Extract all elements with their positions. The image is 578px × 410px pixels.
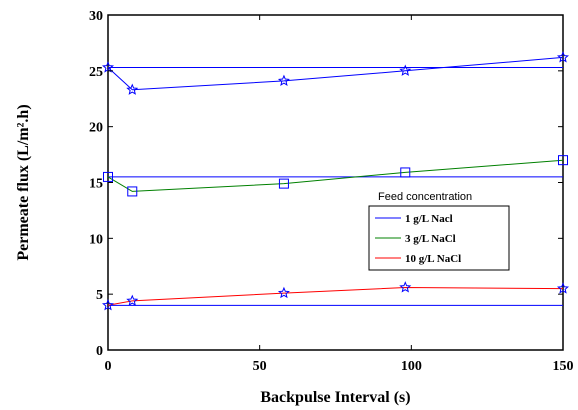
x-axis-title: Backpulse Interval (s) [260, 389, 410, 406]
data-point-marker [399, 281, 412, 293]
series-2 [103, 155, 568, 197]
plot-area [107, 14, 564, 351]
data-point-marker [127, 186, 138, 197]
legend-title: Feed concentration [378, 191, 472, 203]
data-point-marker [102, 299, 114, 311]
y-tick-label: 5 [96, 288, 103, 303]
data-point-marker [400, 167, 411, 178]
series-3 [102, 281, 569, 311]
y-tick-label: 25 [89, 65, 103, 80]
legend-entry-label: 3 g/L NaCl [405, 233, 456, 245]
x-tick-label: 50 [253, 359, 267, 374]
data-point-marker [278, 178, 289, 189]
legend-entry-label: 1 g/L Nacl [405, 213, 453, 225]
y-tick-label: 20 [89, 121, 103, 136]
y-tick-label: 30 [89, 9, 103, 24]
series-1 [102, 51, 569, 95]
y-axis-title: Permeate flux (L/m².h) [15, 104, 32, 260]
series-line [107, 56, 564, 91]
legend-entry-label: 10 g/L NaCl [405, 253, 461, 265]
data-point-marker [102, 61, 114, 73]
x-tick-label: 0 [105, 359, 112, 374]
y-tick-label: 0 [96, 344, 103, 359]
data-point-marker [399, 64, 412, 76]
data-point-marker [103, 171, 113, 182]
x-tick-label: 100 [401, 359, 422, 374]
series-line [107, 286, 564, 306]
series-line [107, 159, 564, 192]
data-point-marker [277, 286, 290, 299]
data-point-marker [126, 83, 139, 95]
data-point-marker [126, 294, 139, 306]
x-tick-label: 150 [553, 359, 574, 374]
legend: 1 g/L Nacl 3 g/L NaCl 10 g/L NaCl [368, 205, 510, 271]
data-point-marker [557, 51, 569, 63]
y-tick-label: 15 [89, 177, 103, 192]
series-layer [102, 51, 569, 311]
y-tick-label: 10 [89, 232, 103, 247]
data-point-marker [557, 282, 569, 294]
plot-frame [107, 14, 564, 351]
axis-ticks: 0 50 100 150 0 5 10 15 20 25 30 [89, 9, 574, 374]
data-point-marker [277, 74, 290, 86]
data-point-marker [558, 155, 568, 166]
